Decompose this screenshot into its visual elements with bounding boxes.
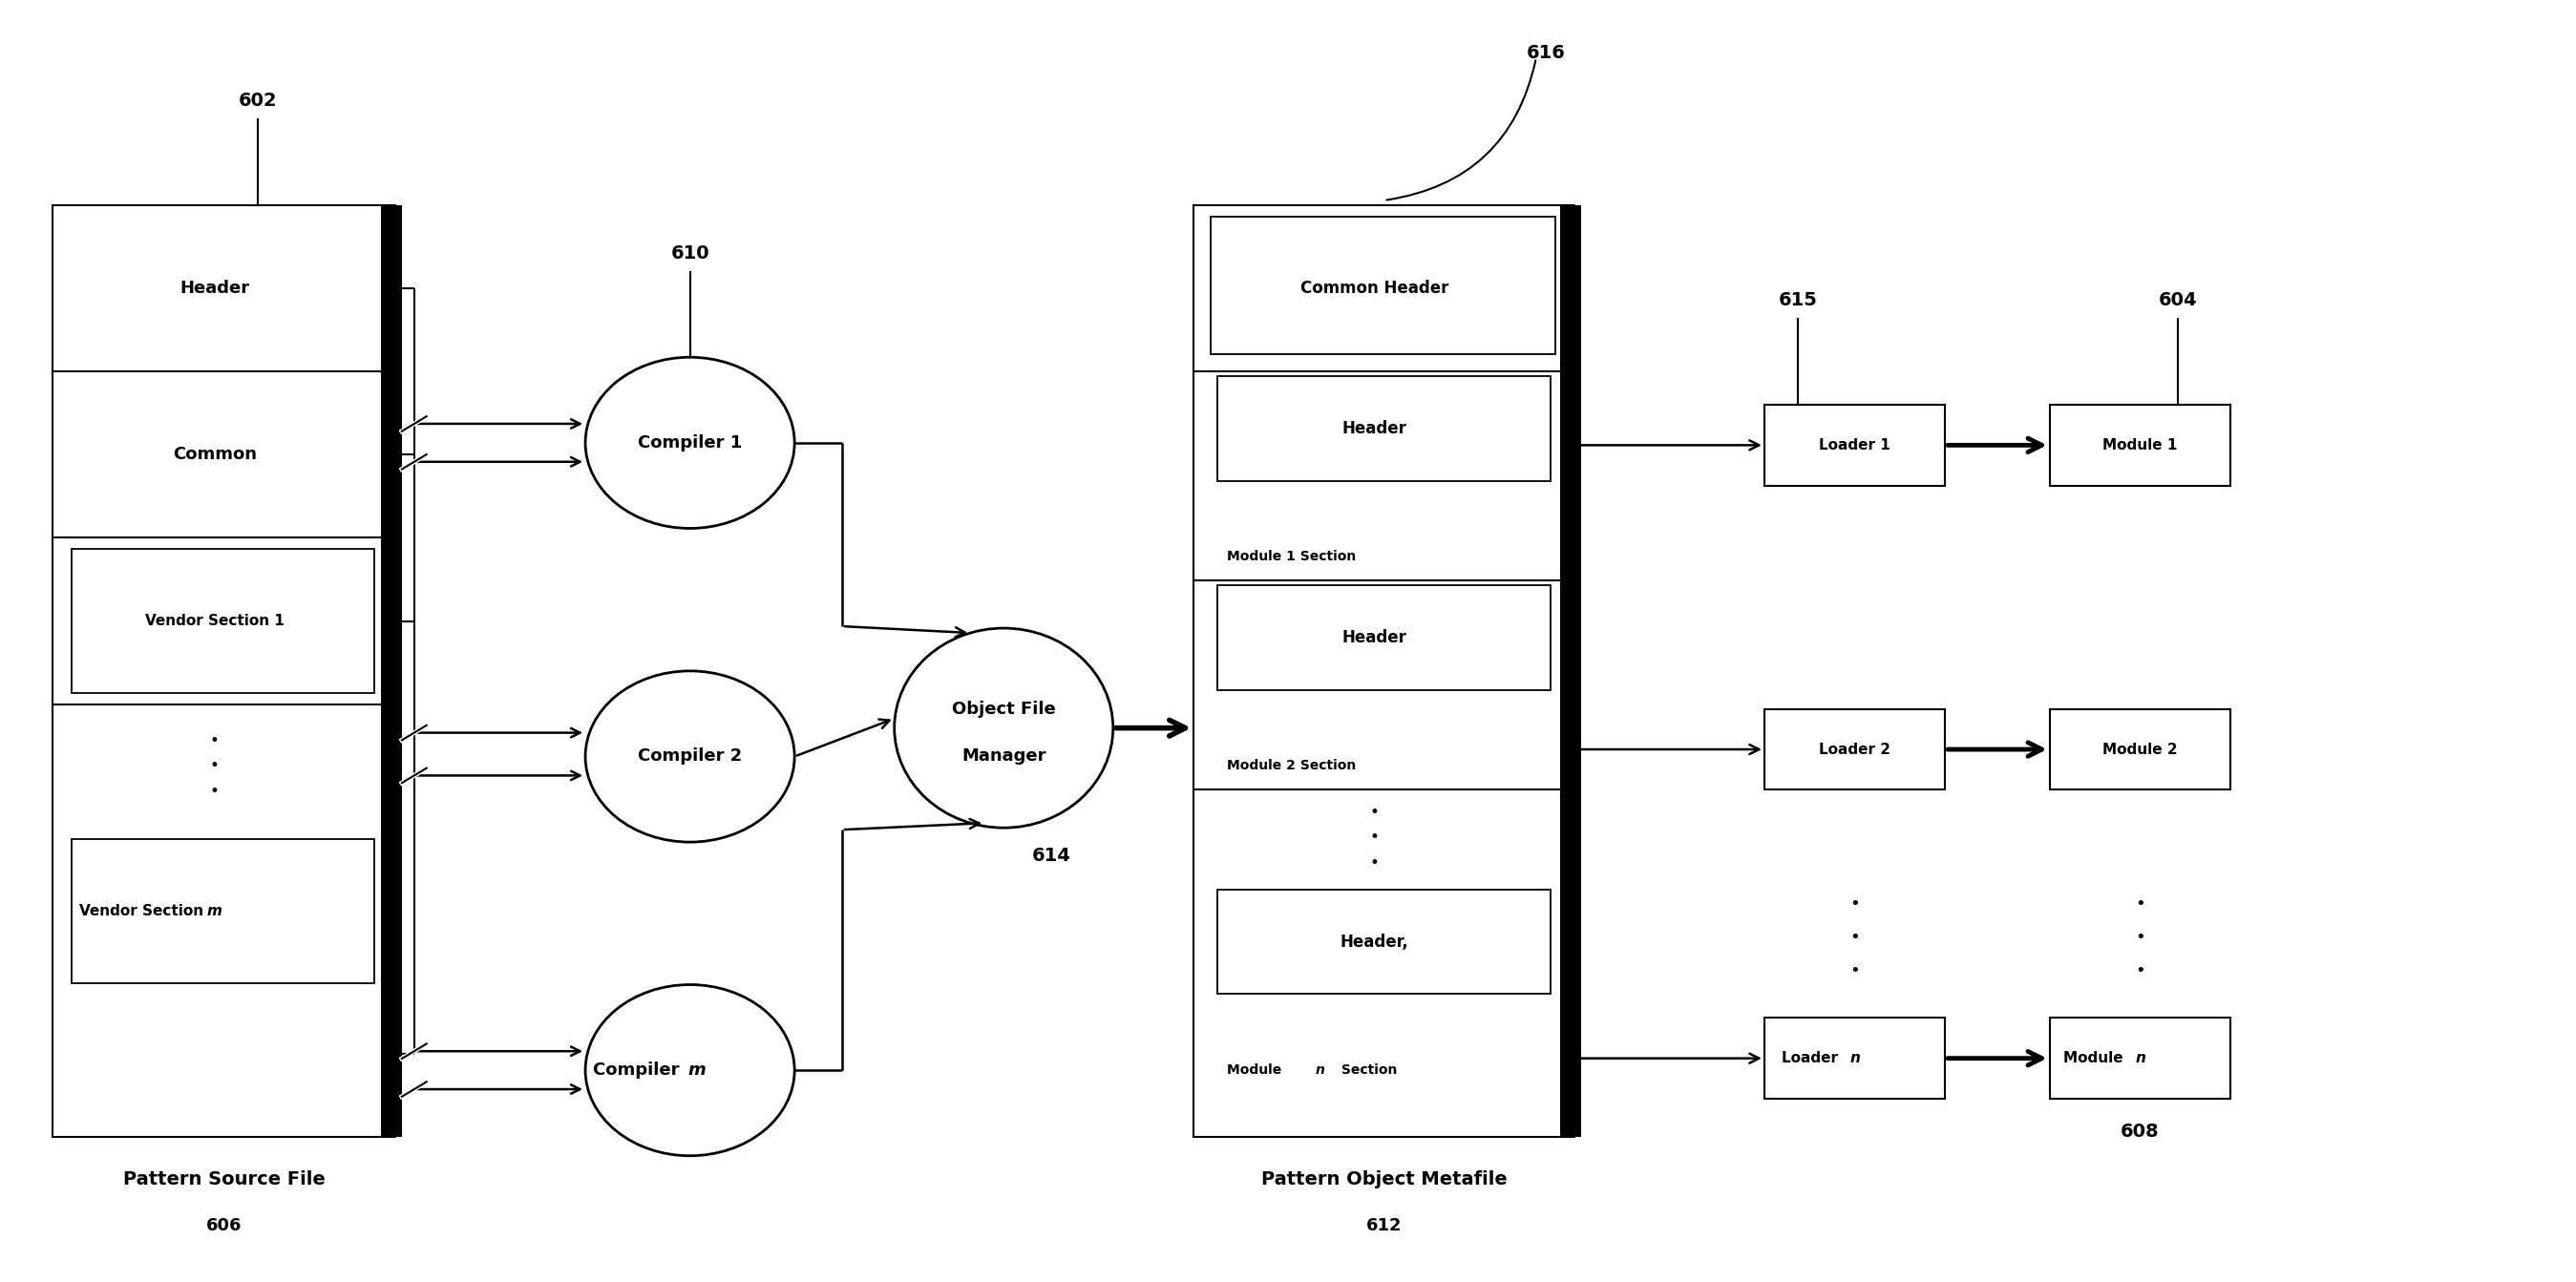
Text: •
•
•: • • • bbox=[1370, 804, 1378, 870]
Ellipse shape bbox=[585, 985, 793, 1156]
Bar bbox=[381, 205, 402, 1137]
Bar bbox=[1218, 890, 1551, 994]
Bar bbox=[1765, 1018, 1945, 1099]
Text: Module 2 Section: Module 2 Section bbox=[1226, 759, 1358, 773]
Text: 602: 602 bbox=[240, 92, 278, 110]
Text: Module: Module bbox=[1226, 1064, 1285, 1077]
Text: •: • bbox=[1850, 928, 1860, 946]
Text: Header: Header bbox=[1342, 420, 1406, 437]
Text: 616: 616 bbox=[1528, 44, 1566, 62]
Bar bbox=[2050, 1018, 2231, 1099]
Text: Loader 1: Loader 1 bbox=[1819, 438, 1891, 453]
Text: Module 1 Section: Module 1 Section bbox=[1226, 550, 1358, 564]
Text: Pattern Source File: Pattern Source File bbox=[124, 1170, 325, 1188]
Ellipse shape bbox=[585, 358, 793, 528]
Text: Common: Common bbox=[173, 446, 258, 463]
Ellipse shape bbox=[585, 670, 793, 842]
Text: 608: 608 bbox=[2120, 1123, 2159, 1141]
Text: Vendor Section: Vendor Section bbox=[80, 904, 204, 918]
Text: 606: 606 bbox=[206, 1218, 242, 1235]
Text: 612: 612 bbox=[1365, 1218, 1401, 1235]
Text: •: • bbox=[2136, 895, 2146, 913]
Bar bbox=[1211, 217, 1556, 354]
Text: •
•
•: • • • bbox=[209, 732, 219, 800]
Text: Header,: Header, bbox=[1340, 933, 1409, 950]
Text: Header: Header bbox=[1342, 629, 1406, 646]
Text: •: • bbox=[1850, 962, 1860, 979]
Text: n: n bbox=[1316, 1064, 1324, 1077]
Text: Common Header: Common Header bbox=[1301, 279, 1448, 297]
Bar bbox=[2050, 405, 2231, 486]
Bar bbox=[1765, 405, 1945, 486]
Bar bbox=[54, 205, 394, 1137]
Text: Compiler: Compiler bbox=[592, 1061, 685, 1078]
Text: 610: 610 bbox=[670, 244, 708, 263]
Text: Module 2: Module 2 bbox=[2102, 742, 2177, 756]
Text: Manager: Manager bbox=[961, 747, 1046, 765]
Text: n: n bbox=[1850, 1051, 1860, 1065]
Text: Module 1: Module 1 bbox=[2102, 438, 2177, 453]
Text: Compiler 1: Compiler 1 bbox=[639, 435, 742, 451]
Ellipse shape bbox=[894, 628, 1113, 828]
Text: •: • bbox=[1850, 895, 1860, 913]
Text: Pattern Object Metafile: Pattern Object Metafile bbox=[1262, 1170, 1507, 1188]
Bar bbox=[72, 549, 374, 692]
Bar bbox=[1218, 376, 1551, 481]
Bar bbox=[1218, 586, 1551, 690]
Text: Loader: Loader bbox=[1783, 1051, 1844, 1065]
Text: n: n bbox=[2136, 1051, 2146, 1065]
Text: Object File: Object File bbox=[951, 700, 1056, 718]
Text: •: • bbox=[2136, 962, 2146, 979]
Text: Module: Module bbox=[2063, 1051, 2128, 1065]
Text: Section: Section bbox=[1337, 1064, 1396, 1077]
Bar bbox=[72, 840, 374, 983]
Text: 615: 615 bbox=[1777, 291, 1816, 310]
Text: m: m bbox=[206, 904, 222, 918]
Text: m: m bbox=[688, 1061, 706, 1078]
Bar bbox=[1765, 709, 1945, 790]
Text: Header: Header bbox=[180, 279, 250, 297]
Text: Compiler 2: Compiler 2 bbox=[639, 747, 742, 765]
Bar bbox=[67, 217, 376, 360]
Text: 614: 614 bbox=[1033, 847, 1072, 865]
Text: Loader 2: Loader 2 bbox=[1819, 742, 1891, 756]
Text: Vendor Section 1: Vendor Section 1 bbox=[144, 614, 283, 628]
Text: 604: 604 bbox=[2159, 291, 2197, 310]
Bar bbox=[2050, 709, 2231, 790]
Bar bbox=[1193, 205, 1574, 1137]
Bar bbox=[1561, 205, 1582, 1137]
Text: •: • bbox=[2136, 928, 2146, 946]
